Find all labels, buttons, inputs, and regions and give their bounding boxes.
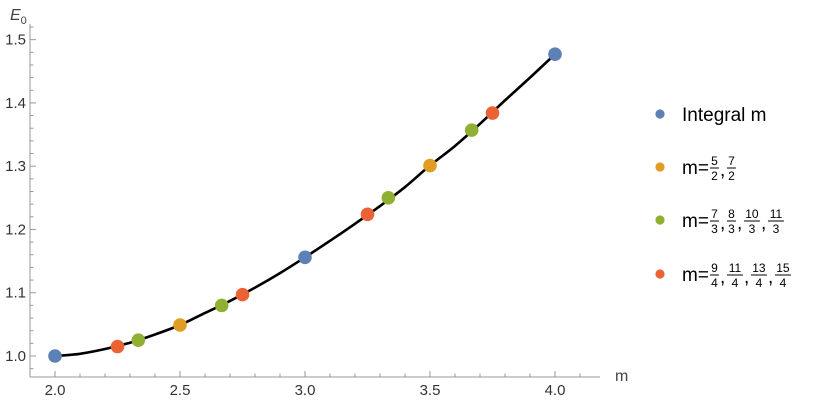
x-axis-title: m (615, 368, 628, 385)
legend-fraction-numerator: 8 (728, 207, 735, 221)
x-tick-label: 4.0 (545, 382, 566, 399)
data-point-series-2 (131, 333, 146, 347)
legend-fraction-denominator: 3 (749, 222, 756, 236)
data-point-series-1 (423, 158, 437, 173)
y-tick-label: 1.5 (5, 32, 26, 49)
y-tick-label: 1.3 (5, 158, 26, 175)
y-axis-title: E0 (10, 7, 27, 27)
legend-label-1: m= (682, 158, 709, 179)
legend-fraction-denominator: 4 (756, 276, 763, 290)
x-tick-label: 2.0 (45, 382, 66, 399)
legend-fraction-numerator: 9 (711, 261, 718, 275)
y-tick-label: 1.0 (5, 348, 26, 365)
legend-label-3: m= (682, 265, 709, 286)
legend-fraction-denominator: 4 (732, 276, 739, 290)
axes: 2.0 2.5 3.0 3.5 4.0 1.0 1.1 1.2 1.3 1.4 1.5 E0 m (5, 7, 628, 399)
legend-fraction-denominator: 4 (711, 276, 718, 290)
energy-curve (54, 53, 556, 358)
legend-fraction-denominator: 3 (773, 222, 780, 236)
legend-comma: , (737, 213, 742, 234)
data-point-series-3 (235, 287, 250, 302)
legend-fraction-numerator: 11 (770, 207, 783, 221)
legend-label-2: m= (682, 211, 709, 232)
legend-fraction-denominator: 3 (728, 222, 735, 236)
legend-comma: , (744, 267, 749, 288)
data-point-series-3 (485, 106, 500, 120)
legend-fraction-numerator: 10 (745, 207, 759, 221)
data-point-series-0 (298, 250, 312, 265)
data-point-series-1 (173, 318, 187, 332)
curve-layer (54, 53, 556, 358)
legend-fraction-numerator: 15 (776, 261, 790, 275)
legend-fraction-denominator: 3 (711, 222, 718, 236)
legend-comma: , (761, 213, 766, 234)
legend-fraction-numerator: 7 (728, 154, 735, 168)
data-point-series-0 (48, 349, 62, 363)
legend-comma: , (720, 267, 725, 288)
legend-fraction-numerator: 11 (729, 261, 742, 275)
data-point-series-3 (110, 339, 125, 354)
data-point-series-2 (214, 298, 229, 313)
legend-fraction-denominator: 4 (780, 276, 787, 290)
y-tick-label: 1.2 (5, 221, 26, 238)
y-tick-label: 1.4 (5, 95, 26, 112)
data-point-series-2 (464, 123, 479, 137)
data-point-series-3 (360, 207, 375, 222)
legend-marker-1 (655, 162, 665, 172)
data-point-series-2 (381, 191, 396, 205)
legend-marker-3 (655, 269, 665, 279)
legend-label-0: Integral m (682, 105, 766, 126)
legend-comma: , (768, 267, 773, 288)
legend-marker-0 (655, 109, 665, 119)
x-tick-label: 3.5 (420, 382, 441, 399)
legend-fraction-denominator: 2 (711, 169, 718, 183)
x-tick-label: 3.0 (295, 382, 316, 399)
legend-fraction-numerator: 13 (752, 261, 766, 275)
legend-fraction-numerator: 5 (711, 154, 718, 168)
y-tick-label: 1.1 (5, 285, 26, 302)
legend-comma: , (720, 160, 725, 181)
legend-comma: , (720, 213, 725, 234)
data-point-series-0 (548, 47, 562, 62)
legend-fraction-numerator: 7 (711, 207, 718, 221)
x-tick-label: 2.5 (170, 382, 191, 399)
points-layer (48, 47, 562, 363)
legend-fraction-denominator: 2 (728, 169, 735, 183)
legend-marker-2 (655, 215, 665, 225)
